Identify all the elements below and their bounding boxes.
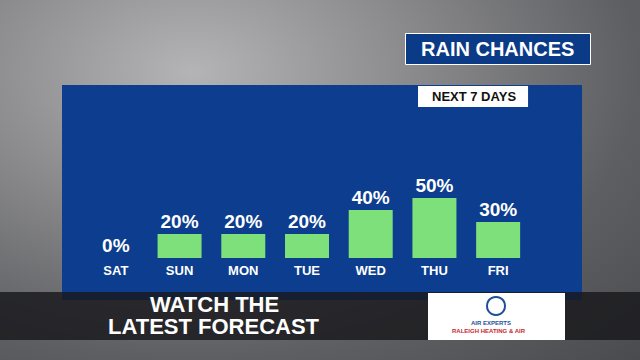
svg-text:WED: WED [356, 263, 386, 278]
svg-text:20%: 20% [288, 211, 326, 232]
svg-text:50%: 50% [415, 175, 453, 196]
svg-text:THU: THU [421, 263, 448, 278]
svg-text:MON: MON [228, 263, 258, 278]
svg-text:WATCH THE: WATCH THE [150, 291, 280, 317]
svg-text:20%: 20% [224, 211, 262, 232]
svg-text:NEXT 7 DAYS: NEXT 7 DAYS [432, 89, 516, 104]
svg-text:LATEST FORECAST: LATEST FORECAST [108, 314, 320, 339]
svg-text:FRI: FRI [488, 263, 509, 278]
svg-text:RALEIGH HEATING & AIR: RALEIGH HEATING & AIR [452, 328, 526, 334]
svg-text:SAT: SAT [103, 263, 128, 278]
svg-text:RAIN CHANCES: RAIN CHANCES [421, 38, 574, 60]
svg-text:AIR EXPERTS: AIR EXPERTS [471, 320, 511, 326]
svg-text:0%: 0% [102, 235, 130, 256]
svg-text:TUE: TUE [294, 263, 320, 278]
svg-text:20%: 20% [161, 211, 199, 232]
svg-text:40%: 40% [352, 187, 390, 208]
svg-text:30%: 30% [479, 199, 517, 220]
svg-text:SUN: SUN [166, 263, 193, 278]
